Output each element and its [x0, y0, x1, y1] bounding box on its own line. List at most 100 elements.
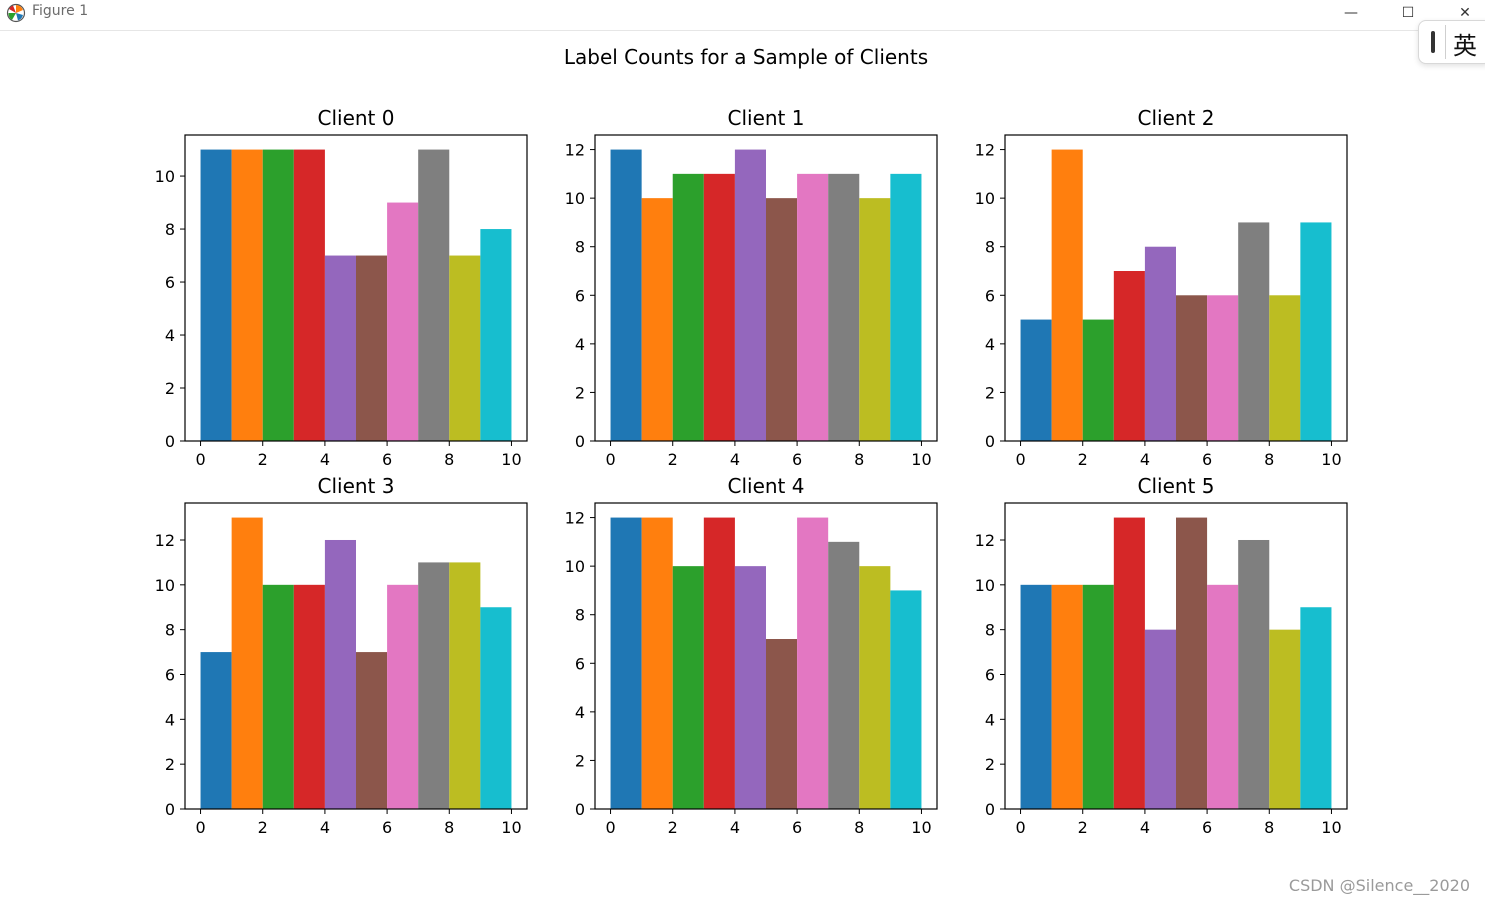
- panel-title-1: Client 1: [728, 106, 805, 130]
- x-tick-label-2-8: 8: [1264, 450, 1274, 469]
- x-tick-label-2-4: 4: [1140, 450, 1150, 469]
- y-tick-label-3-10: 10: [155, 576, 175, 595]
- bar-client5-label1: [1051, 584, 1083, 809]
- y-tick-label-4-2: 2: [575, 751, 585, 770]
- bar-client1-label4: [734, 149, 766, 442]
- maximize-button[interactable]: ☐: [1385, 0, 1431, 26]
- ime-indicator[interactable]: 英: [1418, 20, 1485, 64]
- bar-client4-label4: [734, 566, 766, 809]
- ime-language-label: 英: [1453, 32, 1477, 60]
- y-tick-label-5-6: 6: [985, 665, 995, 684]
- bar-client3-label7: [418, 562, 450, 809]
- panel-title-3: Client 3: [318, 474, 395, 498]
- y-tick-label-0-6: 6: [165, 273, 175, 292]
- bar-client3-label9: [480, 607, 512, 809]
- bar-client3-label5: [356, 652, 388, 809]
- ime-cursor-icon: [1431, 31, 1435, 53]
- y-tick-label-0-4: 4: [165, 326, 175, 345]
- x-tick-label-3-4: 4: [320, 818, 330, 837]
- bar-client3-label2: [262, 584, 294, 809]
- bar-client3-label8: [449, 562, 481, 809]
- axes-frame-1: [594, 134, 938, 442]
- bar-client0-label7: [418, 149, 450, 442]
- bar-client2-label7: [1238, 222, 1270, 441]
- y-tick-label-3-4: 4: [165, 710, 175, 729]
- y-tick-label-2-0: 0: [985, 432, 995, 451]
- x-tick-label-5-4: 4: [1140, 818, 1150, 837]
- y-tick-label-4-8: 8: [575, 606, 585, 625]
- bar-client1-label0: [610, 149, 642, 442]
- bar-client4-label1: [641, 517, 673, 809]
- y-tick-label-0-8: 8: [165, 220, 175, 239]
- bar-client0-label2: [262, 149, 294, 442]
- bar-client1-label1: [641, 198, 673, 441]
- x-tick-label-3-6: 6: [382, 818, 392, 837]
- x-tick-label-4-0: 0: [605, 818, 615, 837]
- x-tick-label-2-10: 10: [1321, 450, 1341, 469]
- y-tick-label-5-0: 0: [985, 800, 995, 819]
- y-tick-label-5-8: 8: [985, 621, 995, 640]
- x-tick-label-1-8: 8: [854, 450, 864, 469]
- x-tick-label-4-4: 4: [730, 818, 740, 837]
- bar-client1-label2: [672, 173, 704, 441]
- bar-client1-label7: [828, 173, 860, 441]
- y-tick-label-4-4: 4: [575, 703, 585, 722]
- y-tick-label-3-12: 12: [155, 531, 175, 550]
- window-titlebar: Figure 1 — ☐ ✕: [0, 0, 1485, 31]
- bar-client5-label0: [1020, 584, 1052, 809]
- bar-client4-label5: [766, 639, 798, 809]
- y-tick-label-2-10: 10: [975, 189, 995, 208]
- bar-client2-label6: [1207, 295, 1239, 441]
- bar-client5-label9: [1300, 607, 1332, 809]
- bar-client2-label3: [1113, 271, 1145, 441]
- bar-client5-label8: [1269, 629, 1301, 809]
- bar-client4-label3: [703, 517, 735, 809]
- bar-client0-label8: [449, 255, 481, 441]
- window-title: Figure 1: [32, 3, 89, 19]
- x-tick-label-1-4: 4: [730, 450, 740, 469]
- x-tick-label-0-4: 4: [320, 450, 330, 469]
- y-tick-label-3-6: 6: [165, 665, 175, 684]
- bar-client3-label6: [387, 584, 419, 809]
- y-tick-label-0-10: 10: [155, 167, 175, 186]
- x-tick-label-3-8: 8: [444, 818, 454, 837]
- x-tick-label-1-2: 2: [668, 450, 678, 469]
- y-tick-label-1-8: 8: [575, 238, 585, 257]
- close-icon: ✕: [1459, 5, 1471, 21]
- bar-client1-label6: [797, 173, 829, 441]
- x-tick-label-1-10: 10: [911, 450, 931, 469]
- bar-client1-label5: [766, 198, 798, 441]
- bar-client0-label3: [293, 149, 325, 442]
- bar-client0-label1: [231, 149, 263, 442]
- bar-client2-label8: [1269, 295, 1301, 441]
- x-tick-label-5-10: 10: [1321, 818, 1341, 837]
- axes-frame-3: [184, 502, 528, 810]
- bar-client4-label6: [797, 517, 829, 809]
- panel-title-5: Client 5: [1138, 474, 1215, 498]
- x-tick-label-5-8: 8: [1264, 818, 1274, 837]
- x-tick-label-2-6: 6: [1202, 450, 1212, 469]
- axes-frame-0: [184, 134, 528, 442]
- y-tick-label-5-2: 2: [985, 755, 995, 774]
- y-tick-label-4-12: 12: [565, 509, 585, 528]
- panel-title-2: Client 2: [1138, 106, 1215, 130]
- minimize-button[interactable]: —: [1328, 0, 1374, 26]
- bar-client4-label8: [859, 566, 891, 809]
- bar-client5-label4: [1144, 629, 1176, 809]
- y-tick-label-2-4: 4: [985, 335, 995, 354]
- bar-client5-label6: [1207, 584, 1239, 809]
- axes-frame-4: [594, 502, 938, 810]
- bar-client4-label7: [828, 541, 860, 809]
- close-button[interactable]: ✕: [1442, 0, 1485, 26]
- y-tick-label-1-12: 12: [565, 141, 585, 160]
- y-tick-label-0-0: 0: [165, 432, 175, 451]
- bar-client4-label0: [610, 517, 642, 809]
- bar-client4-label2: [672, 566, 704, 809]
- y-tick-label-2-2: 2: [985, 383, 995, 402]
- y-tick-label-5-4: 4: [985, 710, 995, 729]
- y-tick-label-1-0: 0: [575, 432, 585, 451]
- bar-client2-label2: [1082, 319, 1114, 441]
- bar-client1-label3: [703, 173, 735, 441]
- panel-title-0: Client 0: [318, 106, 395, 130]
